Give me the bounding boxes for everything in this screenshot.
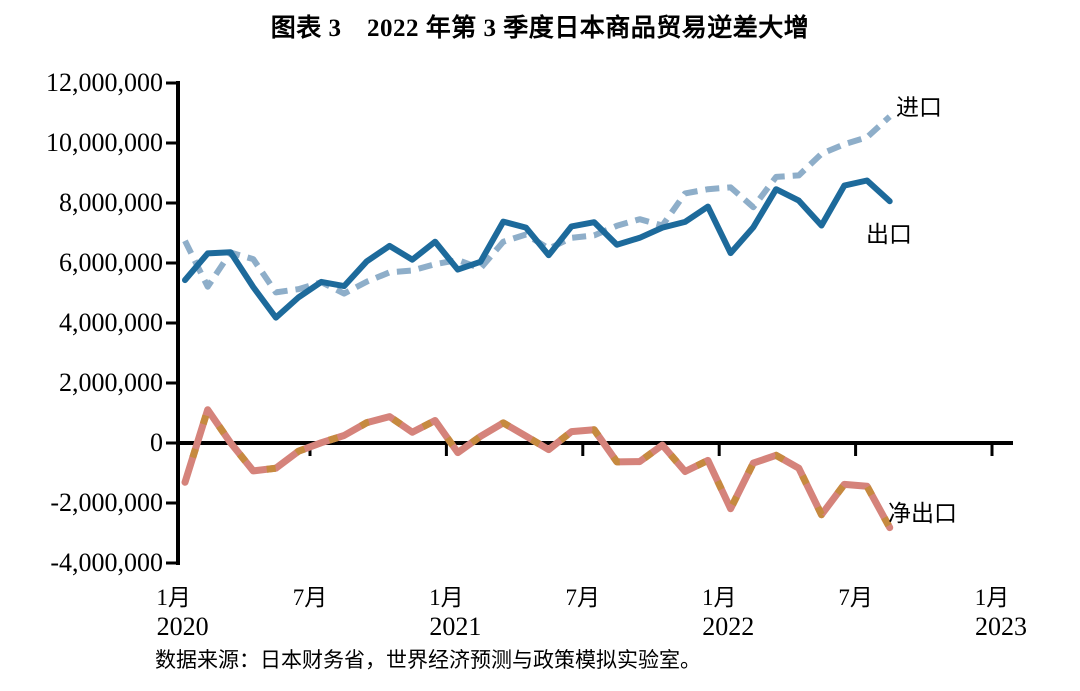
exports-series-label: 出口 xyxy=(866,222,912,247)
y-axis-tick-label: -2,000,000 xyxy=(50,488,163,517)
x-axis-year-label: 2023 xyxy=(974,612,1027,641)
y-axis-tick-label: 10,000,000 xyxy=(46,128,163,157)
data-series xyxy=(181,114,894,532)
x-axis-year-label: 2022 xyxy=(702,612,755,641)
x-axis-month-label: 1月 xyxy=(156,585,191,610)
y-axis-tick-label: 2,000,000 xyxy=(59,368,163,397)
x-axis-month-label: 1月 xyxy=(974,585,1010,610)
y-axis-tick-label: 12,000,000 xyxy=(46,68,163,97)
y-axis-tick-label: -4,000,000 xyxy=(50,548,163,577)
x-axis-year-label: 2020 xyxy=(156,612,209,641)
net-exports-line-dash-overlay xyxy=(181,406,893,530)
y-axis-tick-label: 0 xyxy=(150,428,163,457)
y-axis-tick-label: 4,000,000 xyxy=(59,308,163,337)
y-axis-tick-label: 6,000,000 xyxy=(59,248,163,277)
x-axis-month-label: 1月 xyxy=(429,585,464,610)
net-exports-series-label: 净出口 xyxy=(888,501,957,526)
exports-line xyxy=(182,177,893,321)
chart-title: 图表 3 2022 年第 3 季度日本商品贸易逆差大增 xyxy=(270,15,810,42)
axes xyxy=(166,81,1013,565)
imports-line xyxy=(182,114,892,297)
x-axis-month-label: 7月 xyxy=(565,585,601,610)
x-axis-month-label: 1月 xyxy=(701,585,737,610)
y-axis-tick-label: 8,000,000 xyxy=(59,188,163,217)
net-exports-line xyxy=(181,406,894,532)
data-source-note: 数据来源：日本财务省，世界经济预测与政策模拟实验室。 xyxy=(155,648,701,672)
x-axis-year-label: 2021 xyxy=(429,612,482,641)
imports-series-label: 进口 xyxy=(896,95,942,120)
x-axis-month-label: 7月 xyxy=(292,585,328,610)
x-axis-month-label: 7月 xyxy=(838,585,873,610)
